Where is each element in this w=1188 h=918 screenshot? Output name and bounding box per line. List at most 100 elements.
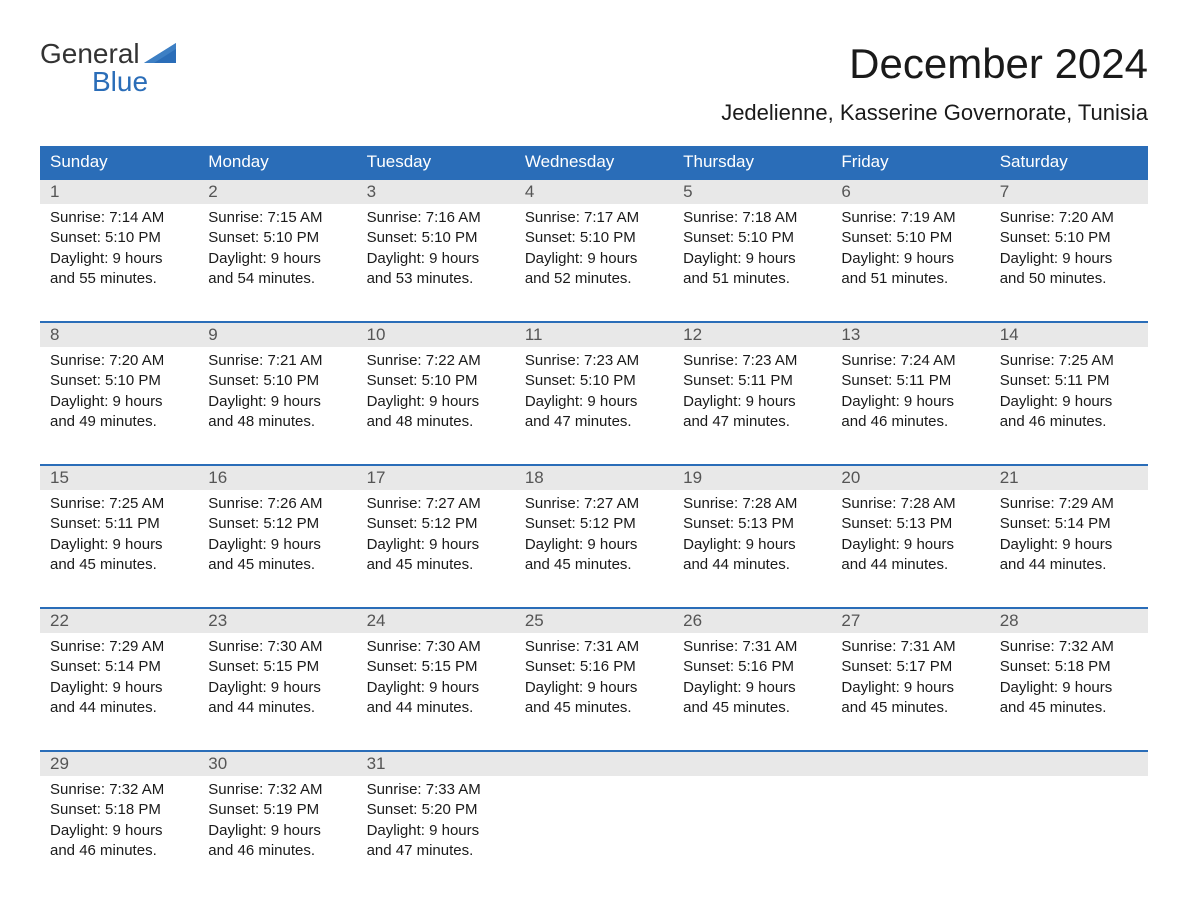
day-number-row: 293031 <box>40 752 1148 776</box>
sunrise-text: Sunrise: 7:33 AM <box>367 780 505 800</box>
daylight-text-1: Daylight: 9 hours <box>208 821 346 841</box>
daylight-text-2: and 44 minutes. <box>683 555 821 575</box>
day-content-row: Sunrise: 7:14 AMSunset: 5:10 PMDaylight:… <box>40 204 1148 293</box>
sunrise-text: Sunrise: 7:15 AM <box>208 208 346 228</box>
sunrise-text: Sunrise: 7:21 AM <box>208 351 346 371</box>
sunset-text: Sunset: 5:12 PM <box>367 514 505 534</box>
sunset-text: Sunset: 5:20 PM <box>367 800 505 820</box>
day-cell: Sunrise: 7:30 AMSunset: 5:15 PMDaylight:… <box>357 633 515 722</box>
day-cell: Sunrise: 7:30 AMSunset: 5:15 PMDaylight:… <box>198 633 356 722</box>
sunrise-text: Sunrise: 7:18 AM <box>683 208 821 228</box>
daylight-text-1: Daylight: 9 hours <box>50 821 188 841</box>
day-number: 23 <box>198 609 356 633</box>
sunset-text: Sunset: 5:18 PM <box>1000 657 1138 677</box>
day-number: 9 <box>198 323 356 347</box>
sunrise-text: Sunrise: 7:16 AM <box>367 208 505 228</box>
sunset-text: Sunset: 5:14 PM <box>1000 514 1138 534</box>
sunset-text: Sunset: 5:14 PM <box>50 657 188 677</box>
day-cell <box>831 776 989 865</box>
sunset-text: Sunset: 5:12 PM <box>208 514 346 534</box>
location-subtitle: Jedelienne, Kasserine Governorate, Tunis… <box>721 100 1148 126</box>
day-number: 5 <box>673 180 831 204</box>
day-cell: Sunrise: 7:32 AMSunset: 5:18 PMDaylight:… <box>40 776 198 865</box>
daylight-text-1: Daylight: 9 hours <box>841 535 979 555</box>
sunset-text: Sunset: 5:10 PM <box>1000 228 1138 248</box>
day-content-row: Sunrise: 7:25 AMSunset: 5:11 PMDaylight:… <box>40 490 1148 579</box>
sunset-text: Sunset: 5:10 PM <box>683 228 821 248</box>
week-row: 1234567Sunrise: 7:14 AMSunset: 5:10 PMDa… <box>40 178 1148 293</box>
daylight-text-2: and 44 minutes. <box>50 698 188 718</box>
day-content-row: Sunrise: 7:32 AMSunset: 5:18 PMDaylight:… <box>40 776 1148 865</box>
daylight-text-2: and 45 minutes. <box>367 555 505 575</box>
day-number: 4 <box>515 180 673 204</box>
daylight-text-2: and 45 minutes. <box>683 698 821 718</box>
daylight-text-2: and 44 minutes. <box>841 555 979 575</box>
sunset-text: Sunset: 5:13 PM <box>841 514 979 534</box>
day-number: 18 <box>515 466 673 490</box>
sunrise-text: Sunrise: 7:30 AM <box>208 637 346 657</box>
day-cell: Sunrise: 7:23 AMSunset: 5:10 PMDaylight:… <box>515 347 673 436</box>
day-number <box>673 752 831 776</box>
day-cell: Sunrise: 7:19 AMSunset: 5:10 PMDaylight:… <box>831 204 989 293</box>
sunset-text: Sunset: 5:11 PM <box>841 371 979 391</box>
daylight-text-2: and 48 minutes. <box>367 412 505 432</box>
daylight-text-2: and 46 minutes. <box>50 841 188 861</box>
day-cell: Sunrise: 7:25 AMSunset: 5:11 PMDaylight:… <box>40 490 198 579</box>
day-header-sunday: Sunday <box>40 146 198 178</box>
daylight-text-1: Daylight: 9 hours <box>1000 678 1138 698</box>
sunset-text: Sunset: 5:15 PM <box>208 657 346 677</box>
sunrise-text: Sunrise: 7:28 AM <box>683 494 821 514</box>
day-cell: Sunrise: 7:27 AMSunset: 5:12 PMDaylight:… <box>357 490 515 579</box>
daylight-text-1: Daylight: 9 hours <box>50 678 188 698</box>
daylight-text-2: and 54 minutes. <box>208 269 346 289</box>
sunrise-text: Sunrise: 7:25 AM <box>1000 351 1138 371</box>
day-number: 8 <box>40 323 198 347</box>
sunset-text: Sunset: 5:10 PM <box>208 371 346 391</box>
sunrise-text: Sunrise: 7:29 AM <box>1000 494 1138 514</box>
daylight-text-1: Daylight: 9 hours <box>50 392 188 412</box>
day-cell: Sunrise: 7:20 AMSunset: 5:10 PMDaylight:… <box>990 204 1148 293</box>
day-number-row: 22232425262728 <box>40 609 1148 633</box>
sunset-text: Sunset: 5:10 PM <box>841 228 979 248</box>
day-cell: Sunrise: 7:31 AMSunset: 5:16 PMDaylight:… <box>515 633 673 722</box>
sunset-text: Sunset: 5:17 PM <box>841 657 979 677</box>
day-number: 14 <box>990 323 1148 347</box>
flag-icon <box>144 40 176 68</box>
sunset-text: Sunset: 5:19 PM <box>208 800 346 820</box>
daylight-text-2: and 50 minutes. <box>1000 269 1138 289</box>
sunrise-text: Sunrise: 7:32 AM <box>208 780 346 800</box>
day-number <box>831 752 989 776</box>
daylight-text-2: and 45 minutes. <box>841 698 979 718</box>
day-cell: Sunrise: 7:21 AMSunset: 5:10 PMDaylight:… <box>198 347 356 436</box>
daylight-text-2: and 45 minutes. <box>208 555 346 575</box>
daylight-text-2: and 45 minutes. <box>525 698 663 718</box>
week-row: 22232425262728Sunrise: 7:29 AMSunset: 5:… <box>40 607 1148 722</box>
sunset-text: Sunset: 5:10 PM <box>367 228 505 248</box>
day-cell: Sunrise: 7:33 AMSunset: 5:20 PMDaylight:… <box>357 776 515 865</box>
day-cell <box>673 776 831 865</box>
day-number: 3 <box>357 180 515 204</box>
day-number: 30 <box>198 752 356 776</box>
day-number: 10 <box>357 323 515 347</box>
day-number: 21 <box>990 466 1148 490</box>
daylight-text-2: and 51 minutes. <box>683 269 821 289</box>
day-number: 27 <box>831 609 989 633</box>
day-number: 12 <box>673 323 831 347</box>
sunrise-text: Sunrise: 7:27 AM <box>525 494 663 514</box>
day-header-friday: Friday <box>831 146 989 178</box>
sunrise-text: Sunrise: 7:30 AM <box>367 637 505 657</box>
week-row: 15161718192021Sunrise: 7:25 AMSunset: 5:… <box>40 464 1148 579</box>
daylight-text-1: Daylight: 9 hours <box>683 249 821 269</box>
daylight-text-1: Daylight: 9 hours <box>367 821 505 841</box>
week-row: 293031Sunrise: 7:32 AMSunset: 5:18 PMDay… <box>40 750 1148 865</box>
day-number-row: 1234567 <box>40 180 1148 204</box>
sunrise-text: Sunrise: 7:31 AM <box>683 637 821 657</box>
day-number: 1 <box>40 180 198 204</box>
daylight-text-2: and 45 minutes. <box>525 555 663 575</box>
daylight-text-1: Daylight: 9 hours <box>1000 392 1138 412</box>
sunrise-text: Sunrise: 7:32 AM <box>50 780 188 800</box>
day-number: 19 <box>673 466 831 490</box>
month-title: December 2024 <box>721 40 1148 88</box>
daylight-text-2: and 47 minutes. <box>525 412 663 432</box>
daylight-text-1: Daylight: 9 hours <box>367 392 505 412</box>
